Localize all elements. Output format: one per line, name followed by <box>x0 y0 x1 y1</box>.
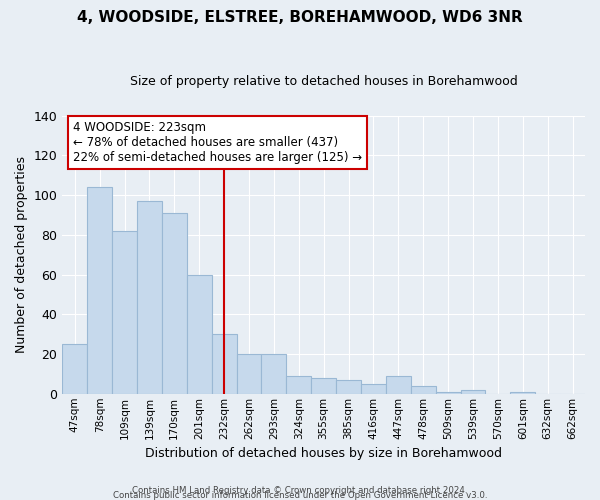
Bar <box>411 386 436 394</box>
Bar <box>361 384 386 394</box>
Bar <box>461 390 485 394</box>
Text: Contains HM Land Registry data © Crown copyright and database right 2024.: Contains HM Land Registry data © Crown c… <box>132 486 468 495</box>
Bar <box>62 344 87 394</box>
Text: 4, WOODSIDE, ELSTREE, BOREHAMWOOD, WD6 3NR: 4, WOODSIDE, ELSTREE, BOREHAMWOOD, WD6 3… <box>77 10 523 25</box>
Title: Size of property relative to detached houses in Borehamwood: Size of property relative to detached ho… <box>130 75 518 88</box>
X-axis label: Distribution of detached houses by size in Borehamwood: Distribution of detached houses by size … <box>145 447 502 460</box>
Bar <box>286 376 311 394</box>
Bar <box>436 392 461 394</box>
Bar <box>187 274 212 394</box>
Bar <box>87 187 112 394</box>
Bar <box>162 213 187 394</box>
Bar <box>511 392 535 394</box>
Y-axis label: Number of detached properties: Number of detached properties <box>15 156 28 353</box>
Bar <box>212 334 236 394</box>
Text: Contains public sector information licensed under the Open Government Licence v3: Contains public sector information licen… <box>113 491 487 500</box>
Bar <box>311 378 336 394</box>
Bar <box>336 380 361 394</box>
Text: 4 WOODSIDE: 223sqm
← 78% of detached houses are smaller (437)
22% of semi-detach: 4 WOODSIDE: 223sqm ← 78% of detached hou… <box>73 121 362 164</box>
Bar <box>262 354 286 394</box>
Bar <box>236 354 262 394</box>
Bar <box>112 231 137 394</box>
Bar <box>386 376 411 394</box>
Bar <box>137 201 162 394</box>
